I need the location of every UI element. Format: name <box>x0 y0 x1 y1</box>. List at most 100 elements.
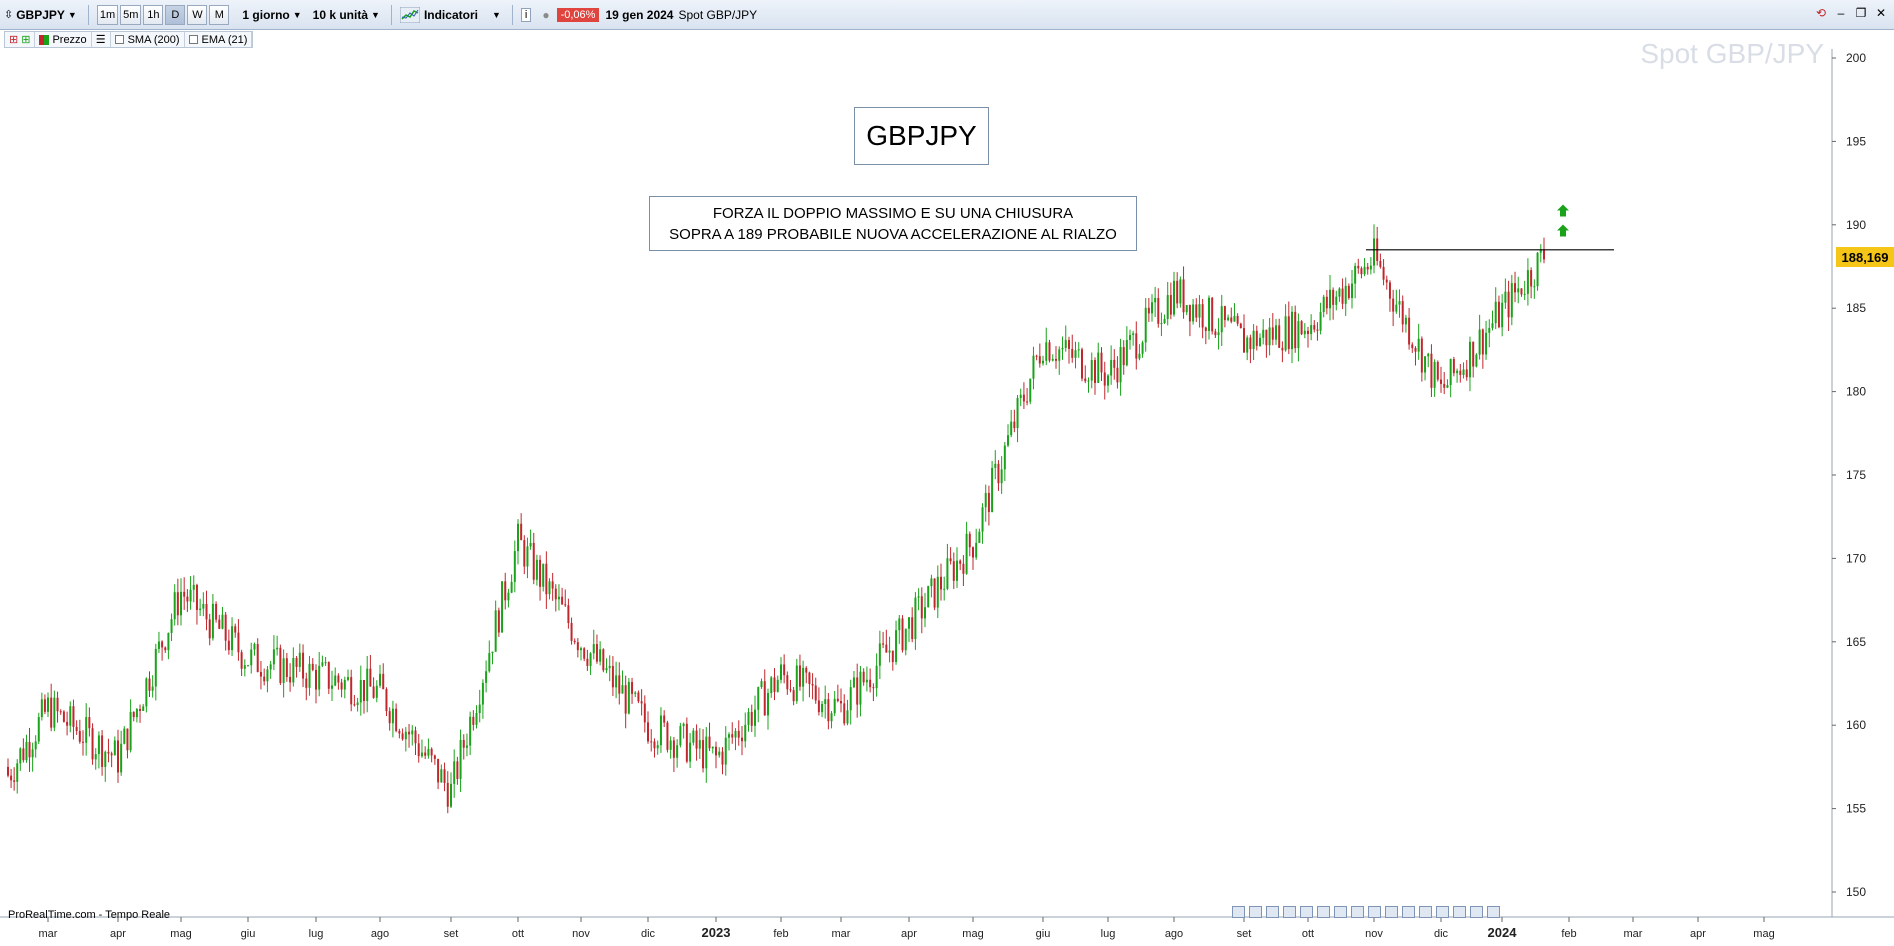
candle-body <box>363 680 365 701</box>
candle-body <box>180 591 182 616</box>
candle-body <box>272 649 275 665</box>
instrument-name: Spot GBP/JPY <box>678 7 758 22</box>
candle-body <box>173 592 176 620</box>
timeframe-m-button[interactable]: M <box>209 4 230 25</box>
chart-area[interactable]: 150 155 160 165 170 175 180 185 190 195 200 mar apr m… <box>0 49 1894 941</box>
candle-body <box>734 730 737 738</box>
units-dropdown[interactable]: 10 k unità ▼ <box>309 4 384 26</box>
legend-list-button[interactable]: ☰ <box>92 32 111 47</box>
refresh-icon[interactable]: ⟲ <box>1815 6 1827 20</box>
candle-body <box>653 741 656 749</box>
candle-body <box>608 665 611 669</box>
candle-body <box>234 626 237 633</box>
candle-body <box>1297 321 1300 349</box>
candle-body <box>695 730 698 749</box>
candle-body <box>75 726 78 731</box>
candle-body <box>852 677 855 688</box>
tool-icon[interactable] <box>1266 906 1279 918</box>
up-arrow-icon[interactable] <box>1557 204 1569 217</box>
candle-body <box>599 649 602 662</box>
period-dropdown[interactable]: 1 giorno ▼ <box>238 4 305 26</box>
info-button[interactable]: i <box>517 4 535 26</box>
tool-icon[interactable] <box>1436 906 1449 918</box>
candle-body <box>901 618 904 651</box>
candle-body <box>161 641 164 648</box>
timeframe-1h-button[interactable]: 1h <box>143 4 164 25</box>
candle-body <box>792 690 795 702</box>
tool-icon[interactable] <box>1385 906 1398 918</box>
candle-body <box>602 649 605 671</box>
candle-body <box>369 668 372 687</box>
chart-note-box[interactable]: FORZA IL DOPPIO MASSIMO E SU UNA CHIUSUR… <box>649 196 1137 251</box>
tool-icon[interactable] <box>1249 906 1262 918</box>
close-icon[interactable]: ✕ <box>1875 6 1887 20</box>
tool-icon[interactable] <box>1368 906 1381 918</box>
candle-body <box>50 697 53 728</box>
timeframe-5m-button[interactable]: 5m <box>120 4 142 25</box>
tool-icon[interactable] <box>1283 906 1296 918</box>
candle-body <box>66 721 69 726</box>
tool-icon[interactable] <box>1487 906 1500 918</box>
candle-body <box>353 704 356 706</box>
up-arrow-icon[interactable] <box>1557 224 1569 237</box>
candle-body <box>494 610 497 652</box>
candle-body <box>548 581 551 595</box>
restore-icon[interactable]: ❐ <box>1855 6 1867 20</box>
list-icon: ☰ <box>95 34 106 46</box>
candle-body <box>786 675 789 690</box>
chart-watermark: Spot GBP/JPY <box>1640 38 1824 69</box>
candle-body <box>1497 301 1500 328</box>
candle-body <box>780 664 782 680</box>
candle-body <box>936 576 939 608</box>
candle-body <box>1278 325 1281 348</box>
candle-body <box>318 665 321 690</box>
price-chart[interactable]: 150 155 160 165 170 175 180 185 190 195 200 mar apr m… <box>0 49 1894 941</box>
timeframe-1m-button[interactable]: 1m <box>96 4 119 25</box>
candle-body <box>1243 328 1245 353</box>
tool-icon[interactable] <box>1470 906 1483 918</box>
timeframe-d-button[interactable]: D <box>165 4 186 25</box>
candle-body <box>1465 369 1468 378</box>
candle-body <box>282 658 285 683</box>
candle-body <box>504 581 507 601</box>
expand-icon[interactable]: ⊞ <box>21 34 31 46</box>
indicators-button[interactable]: Indicatori <box>396 4 482 26</box>
tool-icon[interactable] <box>1453 906 1466 918</box>
candle-body <box>551 581 554 589</box>
tool-icon[interactable] <box>1232 906 1245 918</box>
legend-item-price[interactable]: Prezzo <box>35 32 92 47</box>
sma-checkbox[interactable] <box>114 35 124 44</box>
tool-icon[interactable] <box>1300 906 1313 918</box>
candle-body <box>56 697 59 712</box>
candle-body <box>472 716 475 725</box>
candle-body <box>862 671 865 683</box>
candle-body <box>731 734 734 738</box>
timeframe-buttons: 1m 5m 1h D W M <box>93 4 236 26</box>
chart-title-box[interactable]: GBPJPY <box>854 107 989 165</box>
candle-body <box>199 608 202 611</box>
symbol-selector[interactable]: ⇳ GBPJPY ▼ <box>0 4 81 26</box>
tool-icon[interactable] <box>1402 906 1415 918</box>
timeframe-w-button[interactable]: W <box>187 4 208 25</box>
candle-body <box>908 617 910 629</box>
legend-item-ema[interactable]: EMA (21) <box>185 32 253 47</box>
tool-icon[interactable] <box>1334 906 1347 918</box>
candle-body <box>167 632 170 651</box>
candle-body <box>266 669 269 682</box>
separator <box>390 4 392 25</box>
legend-sma-label: SMA (200) <box>127 33 180 46</box>
candle-body <box>189 589 192 602</box>
legend-item-sma[interactable]: SMA (200) <box>111 32 185 47</box>
candle-body <box>305 678 308 688</box>
candle-body <box>962 563 965 574</box>
ema-checkbox[interactable] <box>188 35 198 44</box>
x-tick-label: mag <box>170 928 191 940</box>
tool-icon[interactable] <box>1351 906 1364 918</box>
indicators-menu-button[interactable]: ▼ <box>485 4 505 26</box>
minimize-icon[interactable]: – <box>1837 6 1845 20</box>
candle-body <box>1265 329 1268 346</box>
tool-icon[interactable] <box>1419 906 1432 918</box>
tool-icon[interactable] <box>1317 906 1330 918</box>
add-icon[interactable]: ⊞ <box>9 34 19 46</box>
candle-body <box>443 769 446 783</box>
